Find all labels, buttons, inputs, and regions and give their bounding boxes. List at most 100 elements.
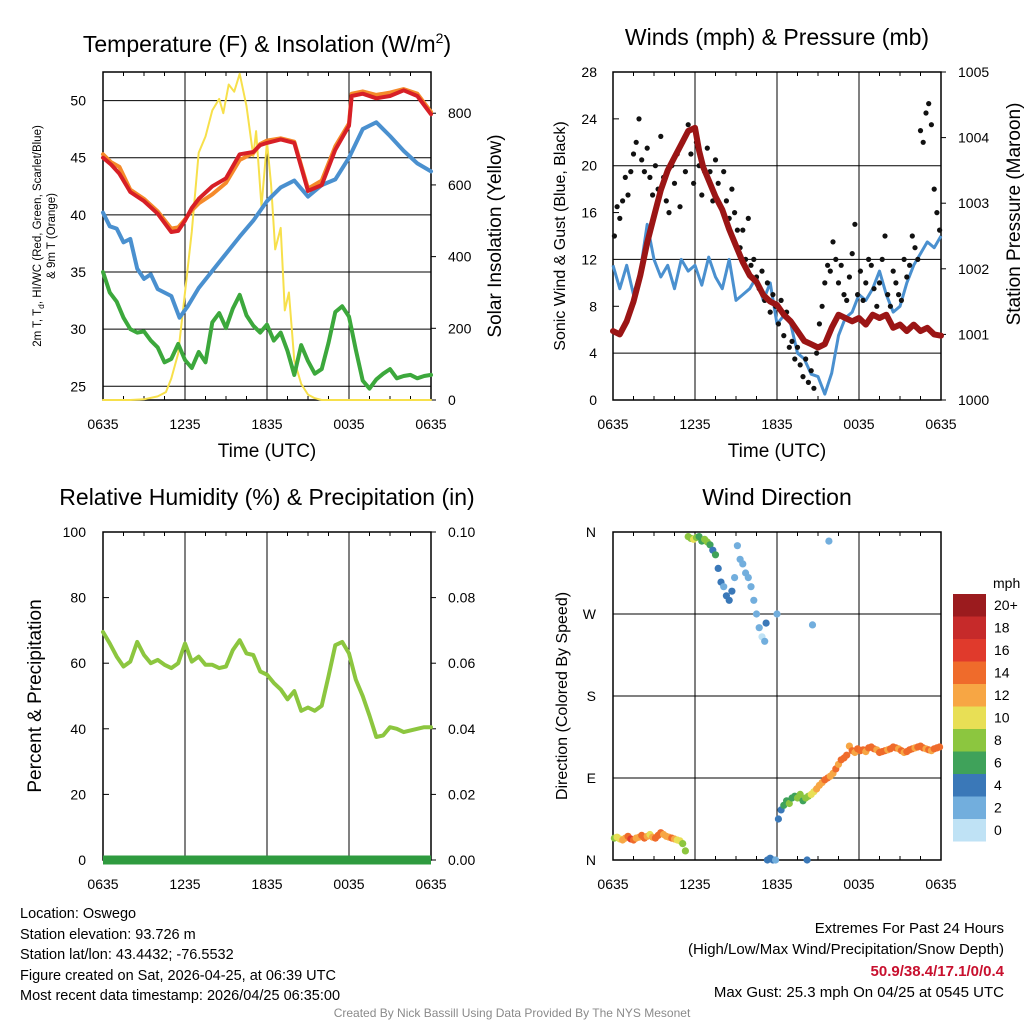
direction-point (796, 790, 804, 799)
colorbar-label: 2 (994, 800, 1002, 816)
gust-point (915, 256, 921, 262)
y-tick-label-left: 50 (70, 93, 86, 109)
direction-point (744, 574, 752, 582)
y-tick-label-right: 200 (448, 320, 472, 336)
y-tick-label-left: 40 (70, 721, 86, 737)
gust-point (901, 256, 907, 262)
x-tick-label: 0635 (415, 876, 446, 892)
extremes-values: 50.9/38.4/17.1/0/0.4 (870, 962, 1004, 980)
gust-point (745, 215, 751, 221)
gust-point (775, 321, 782, 327)
direction-point (808, 621, 817, 629)
y-tick-label-right: 800 (448, 105, 472, 121)
x-tick-label: 1235 (169, 416, 200, 432)
y-tick-label-left: 0 (78, 852, 86, 868)
gust-point (803, 356, 809, 362)
colorbar-label: 6 (994, 755, 1002, 771)
gust-point (800, 374, 806, 380)
y-tick-label-right: 1005 (958, 64, 989, 80)
gust-point (767, 309, 773, 315)
direction-point (728, 587, 736, 595)
gust-point (614, 204, 620, 210)
direction-point (752, 610, 761, 618)
gust-point (759, 268, 765, 274)
x-tick-label: 0035 (843, 876, 874, 892)
gust-point (835, 280, 842, 286)
y-tick-label-left: 8 (589, 298, 597, 314)
gust-point (691, 180, 697, 186)
direction-point (747, 583, 755, 591)
direction-point (725, 596, 733, 604)
ylabel-sub: d (36, 304, 46, 309)
gust-point (844, 297, 850, 303)
gust-point (611, 233, 618, 239)
y-tick-label-left: 25 (70, 378, 86, 394)
gust-point (855, 292, 861, 298)
series-line-hi-wc (101, 120, 433, 320)
gust-point (825, 262, 831, 268)
direction-point (785, 799, 793, 808)
chart-title: Winds (mph) & Pressure (mb) (625, 24, 929, 50)
gust-point (934, 210, 940, 216)
y-tick-label-left: 20 (70, 786, 86, 802)
gust-point (827, 268, 833, 274)
gust-point (904, 274, 910, 280)
gust-point (805, 379, 812, 385)
colorbar-label: 20+ (994, 597, 1018, 613)
series-line-station-pressure (610, 124, 944, 351)
colorbar-label: 18 (994, 620, 1010, 636)
gust-point (734, 227, 741, 233)
x-tick-label: 1835 (251, 876, 282, 892)
y-tick-label-left: 12 (581, 251, 597, 267)
chart-title-sup: 2 (436, 30, 444, 46)
series-line-2m-t (101, 88, 433, 234)
gust-point (917, 128, 924, 134)
x-tick-label: 0035 (333, 416, 364, 432)
y-tick-label-left: W (583, 606, 597, 622)
colorbar-swatch (953, 616, 986, 639)
colorbar-swatch (953, 684, 986, 707)
x-axis-label: Time (UTC) (728, 441, 827, 462)
direction-point (731, 574, 739, 582)
gust-point (636, 116, 642, 122)
y-tick-label-right: 0.06 (448, 655, 475, 671)
gust-point (699, 192, 705, 198)
gust-point (644, 145, 650, 151)
colorbar-swatch (953, 594, 986, 617)
gust-point (712, 157, 719, 163)
colorbar-swatch (953, 729, 986, 752)
gust-point (931, 186, 937, 192)
gust-point (871, 286, 877, 292)
gust-point (896, 292, 902, 298)
gust-point (885, 292, 891, 298)
gust-point (923, 110, 929, 116)
y-tick-label-left: 60 (70, 655, 86, 671)
gust-point (633, 139, 639, 145)
y-tick-label-right: 0.10 (448, 524, 475, 540)
gust-point (866, 256, 872, 262)
credit-text: Created By Nick Bassill Using Data Provi… (333, 1006, 691, 1020)
gust-point (658, 133, 664, 139)
gust-point (928, 122, 935, 128)
direction-point (755, 624, 763, 632)
colorbar-swatch (953, 774, 986, 797)
y-tick-label-left: 80 (70, 590, 86, 606)
gust-point (814, 350, 820, 356)
gust-point (879, 256, 885, 262)
recent-data-text: Most recent data timestamp: 2026/04/25 0… (20, 988, 341, 1005)
colorbar-swatch (953, 796, 986, 819)
direction-point (706, 541, 714, 549)
gust-point (898, 297, 905, 303)
y-axis-label-left: 2m T, Td, HI/WC (Red, Green, Scarlet/Blu… (32, 125, 46, 347)
gust-point (860, 297, 866, 303)
gust-point (849, 251, 855, 257)
extremes-title: Extremes For Past 24 Hours (814, 920, 1004, 937)
y-tick-label-left: 16 (581, 205, 597, 221)
colorbar-label: 12 (994, 687, 1010, 703)
y-axis-label-right: Solar Insolation (Yellow) (485, 134, 506, 337)
gust-point (639, 157, 645, 163)
gust-point (841, 292, 847, 298)
chart-title: Temperature (F) & Insolation (W/m2) (83, 30, 451, 57)
y-tick-label-right: 1001 (958, 326, 989, 342)
x-tick-label: 0635 (925, 876, 956, 892)
